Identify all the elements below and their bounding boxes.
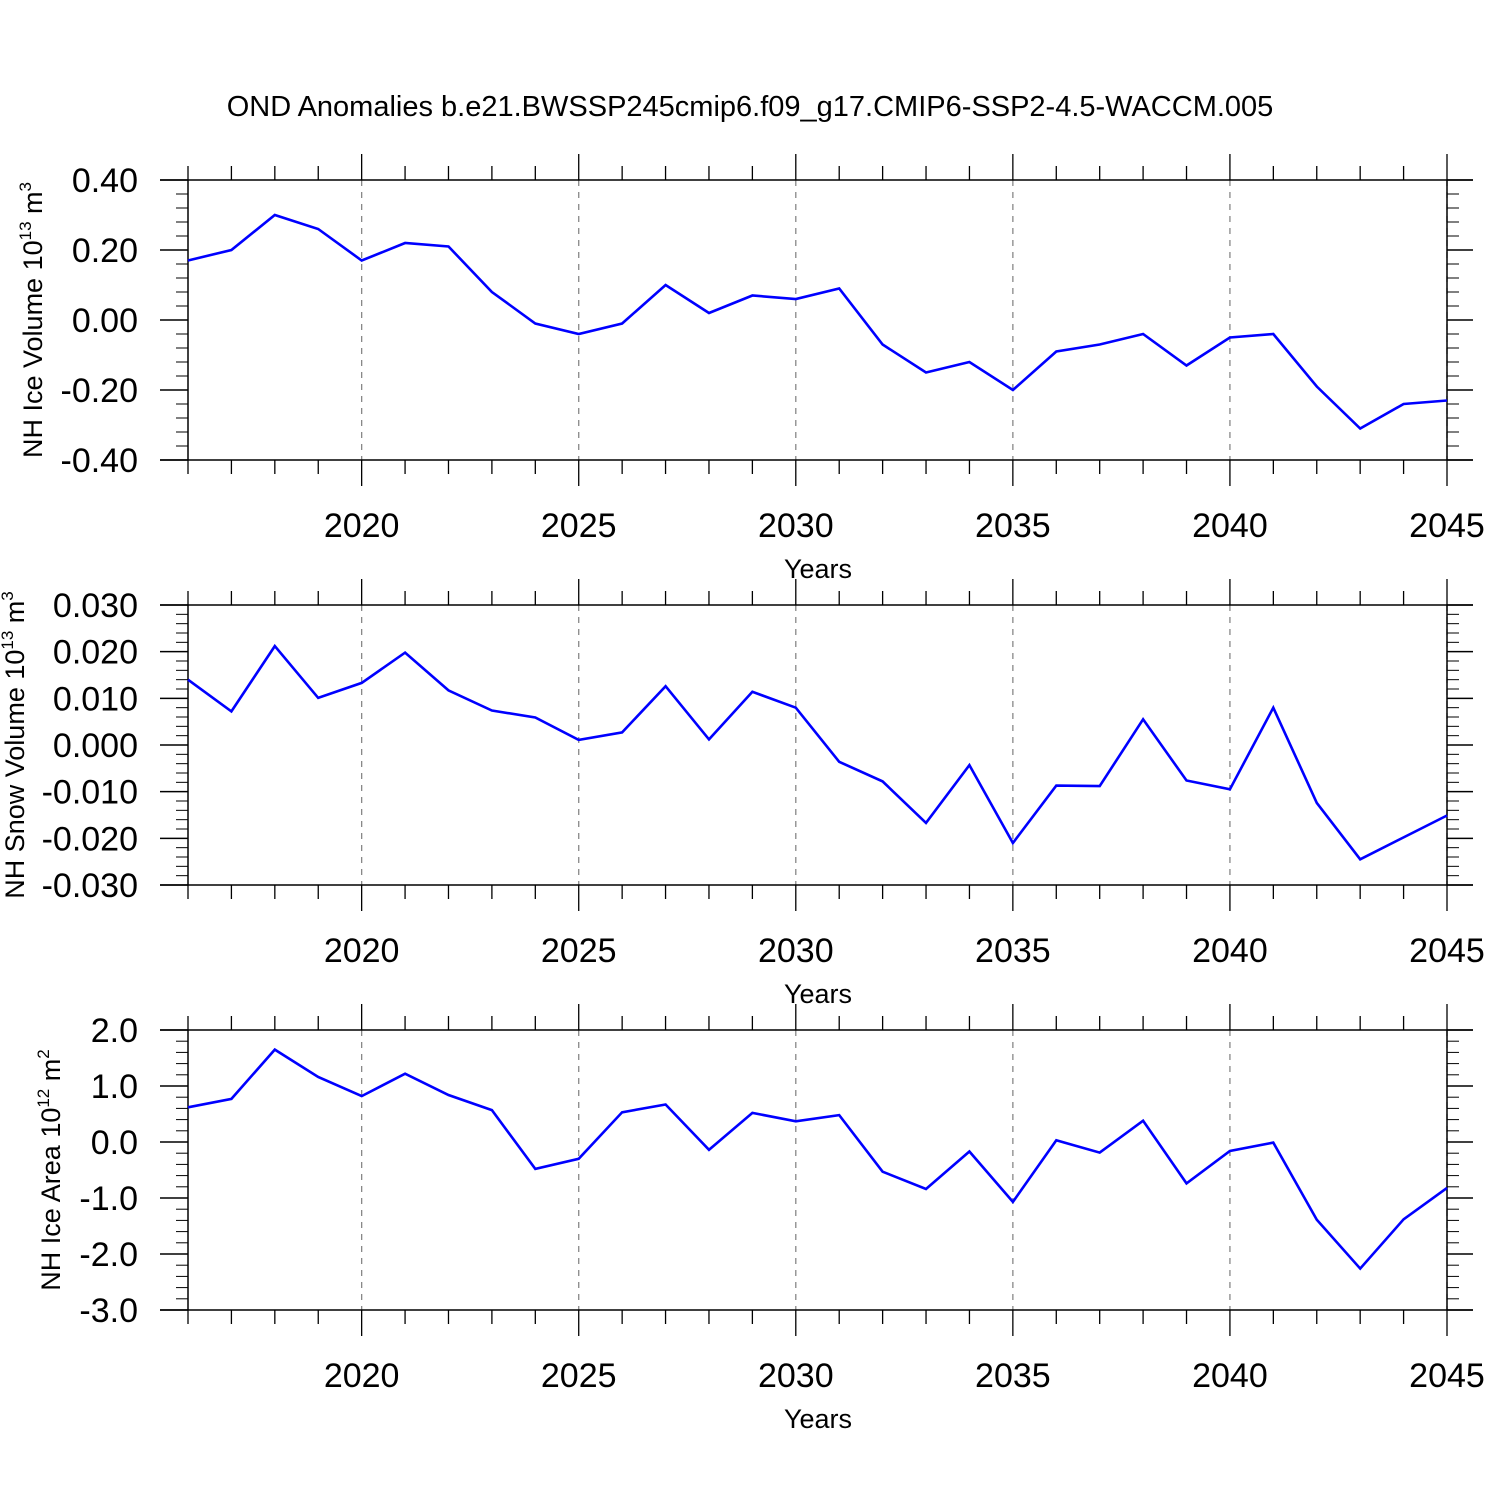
ytick-label: -1.0 <box>79 1180 138 1218</box>
xtick-label: 2020 <box>324 1357 400 1395</box>
xtick-label: 2025 <box>541 507 617 545</box>
ytick-label: -2.0 <box>79 1236 138 1274</box>
y-axis-title: NH Ice Volume 1013 m3 <box>16 182 48 458</box>
xtick-label: 2045 <box>1409 932 1485 970</box>
panel-1: 0.40 0.20 0.00 -0.20 -0.40 2020 2025 2030 2035 20… <box>16 154 1485 584</box>
xtick-label: 2045 <box>1409 1357 1485 1395</box>
x-axis-title: Years <box>784 554 852 584</box>
xtick-label: 2030 <box>758 1357 834 1395</box>
ytick-label: 0.010 <box>53 680 138 718</box>
xtick-label: 2025 <box>541 1357 617 1395</box>
ytick-label: -0.010 <box>42 774 138 812</box>
x-axis-title: Years <box>784 979 852 1009</box>
ytick-label: 0.20 <box>72 232 138 270</box>
xtick-label: 2035 <box>975 932 1051 970</box>
x-axis-title: Years <box>784 1404 852 1434</box>
series-line <box>187 213 1448 431</box>
ytick-label: 0.40 <box>72 162 138 200</box>
ytick-label: -3.0 <box>79 1292 138 1330</box>
ytick-label: 0.020 <box>53 634 138 672</box>
xtick-label: 2040 <box>1192 1357 1268 1395</box>
ytick-label: -0.030 <box>42 867 138 905</box>
ytick-label: -0.20 <box>61 372 139 410</box>
xtick-label: 2030 <box>758 507 834 545</box>
ytick-label: 2.0 <box>91 1012 138 1050</box>
xtick-label: 2030 <box>758 932 834 970</box>
panels: 0.40 0.20 0.00 -0.20 -0.40 2020 2025 2030 2035 20… <box>0 154 1485 1434</box>
xtick-label: 2035 <box>975 1357 1051 1395</box>
panel-3: 2.0 1.0 0.0 -1.0 -2.0 -3.0 2020 2025 2030 2035 204… <box>34 1004 1485 1434</box>
y-axis-title: NH Snow Volume 1013 m3 <box>0 591 30 899</box>
ytick-label: 0.0 <box>91 1124 138 1162</box>
panel-2: 0.030 0.020 0.010 0.000 -0.010 -0.020 -0.030 20… <box>0 579 1485 1009</box>
ytick-label: -0.40 <box>61 442 139 480</box>
xtick-label: 2020 <box>324 507 400 545</box>
xtick-label: 2020 <box>324 932 400 970</box>
ytick-label: 1.0 <box>91 1068 138 1106</box>
series-line <box>187 1047 1448 1271</box>
ytick-label: -0.020 <box>42 820 138 858</box>
xtick-label: 2040 <box>1192 932 1268 970</box>
chart-title: OND Anomalies b.e21.BWSSP245cmip6.f09_g1… <box>227 91 1274 123</box>
series-line <box>187 643 1448 861</box>
ytick-label: 0.000 <box>53 727 138 765</box>
xtick-label: 2025 <box>541 932 617 970</box>
ytick-label: 0.030 <box>53 587 138 625</box>
xtick-label: 2035 <box>975 507 1051 545</box>
y-axis-title: NH Ice Area 1012 m2 <box>34 1049 66 1290</box>
xtick-label: 2045 <box>1409 507 1485 545</box>
xtick-label: 2040 <box>1192 507 1268 545</box>
ytick-label: 0.00 <box>72 302 138 340</box>
